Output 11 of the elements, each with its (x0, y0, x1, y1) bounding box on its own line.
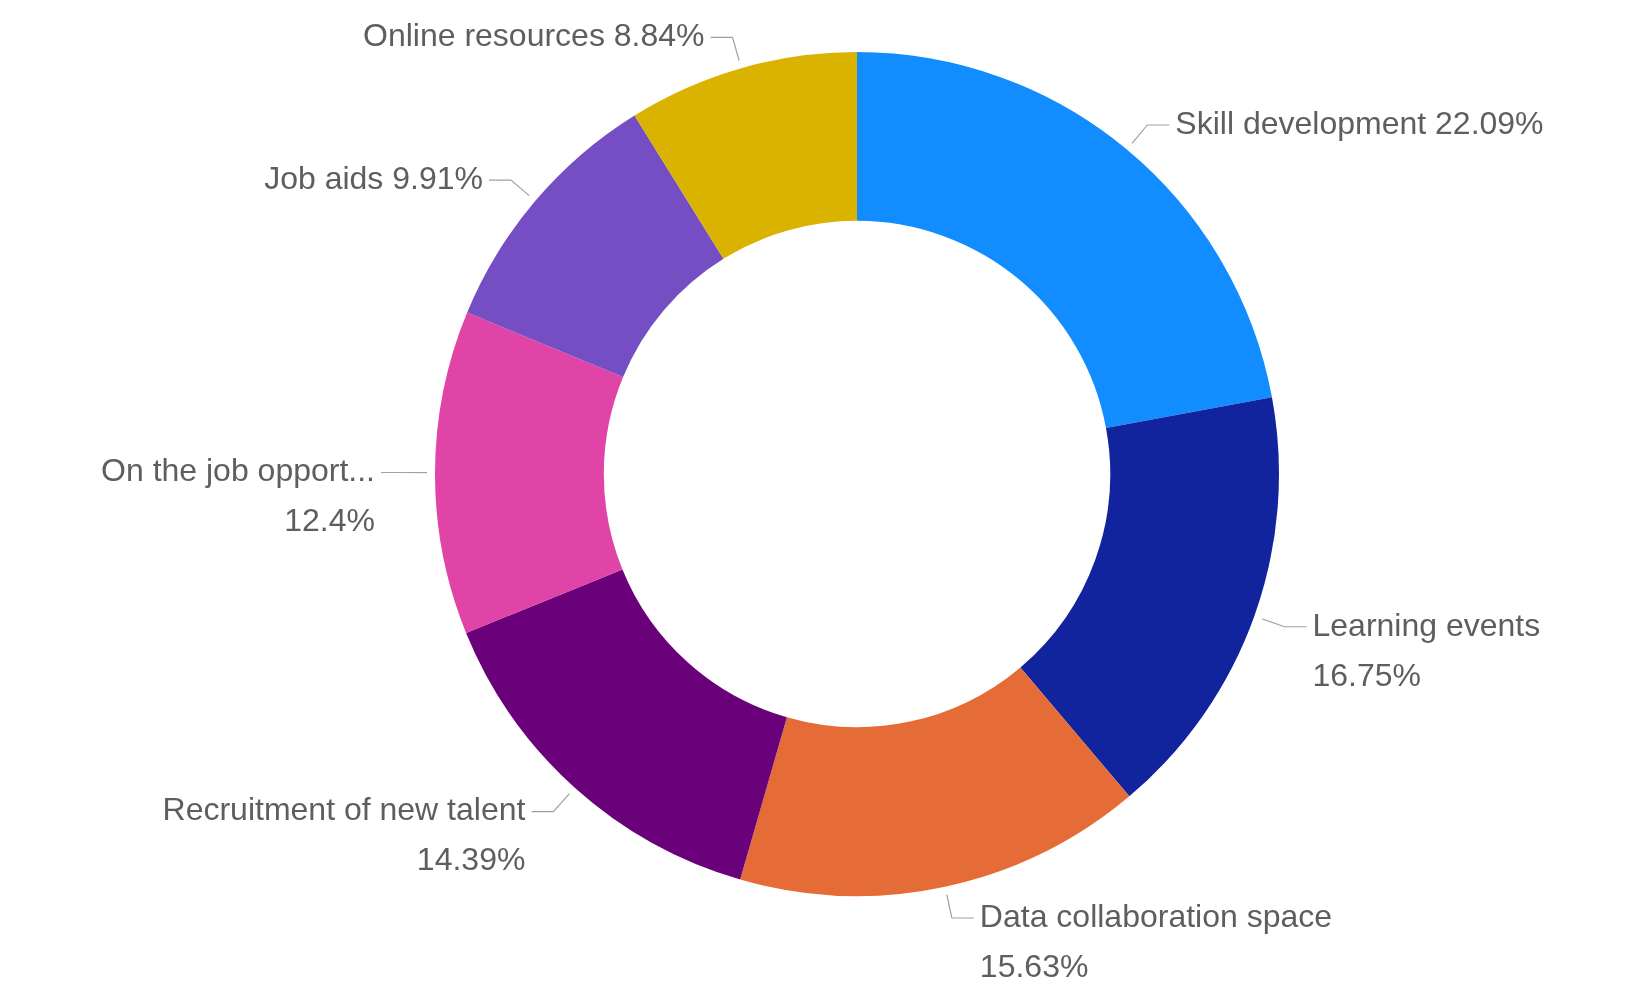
slice-label: Learning events (1312, 606, 1541, 643)
slice-label: Recruitment of new talent (162, 791, 526, 828)
slice-label: Skill development 22.09% (1175, 104, 1544, 141)
data-label: 14.39% (416, 841, 526, 878)
data-label: 15.63% (979, 947, 1089, 984)
slice-label: Data collaboration space (979, 897, 1333, 934)
data-label: 16.75% (1312, 656, 1422, 693)
slice-label: Job aids 9.91% (264, 159, 483, 196)
data-label: 12.4% (284, 502, 375, 539)
slice-label: On the job opport... (101, 452, 375, 489)
slice-label: Online resources 8.84% (363, 17, 705, 54)
